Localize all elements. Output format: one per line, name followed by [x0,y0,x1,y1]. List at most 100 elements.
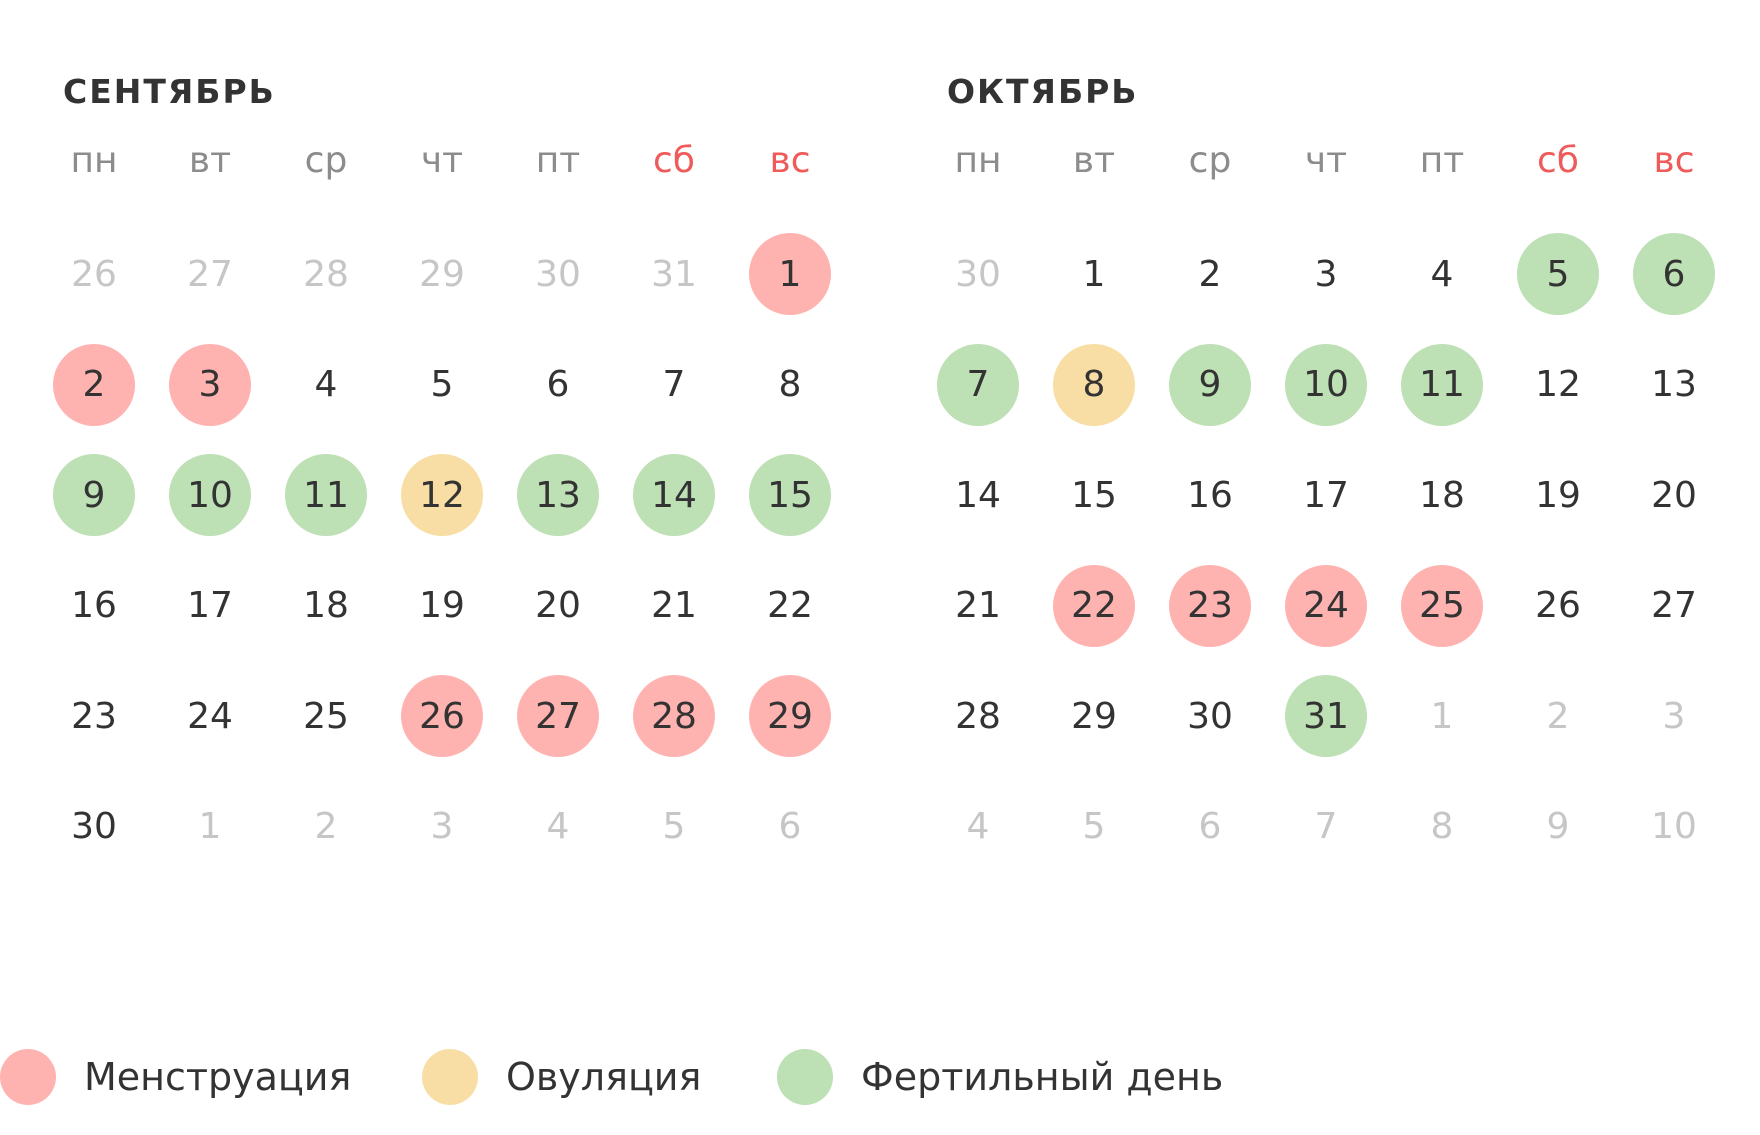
weekday-header: ср [304,140,348,181]
day-cell[interactable]: 7 [662,364,686,405]
day-cell-other-month[interactable]: 2 [1546,695,1570,737]
day-cell[interactable]: 28 [955,695,1001,737]
day-cell[interactable]: 24 [187,695,233,737]
day-cell-fertile[interactable]: 9 [53,454,135,536]
month-september: Сентябрь пн вт ср чт пт сб вс 26 27 28 29 30 31 1 2 3 4 5… [0,0,831,880]
day-cell-other-month[interactable]: 31 [651,253,697,295]
day-cell[interactable]: 4 [1430,253,1454,295]
day-cell-other-month[interactable]: 4 [966,806,990,847]
menstruation-dot-icon [0,1049,56,1105]
day-cell-fertile[interactable]: 10 [169,454,251,536]
day-cell-fertile[interactable]: 7 [937,343,1019,426]
day-cell[interactable]: 15 [1071,474,1117,516]
day-cell[interactable]: 21 [651,585,697,626]
day-cell[interactable]: 17 [187,585,233,626]
day-cell-fertile[interactable]: 5 [1517,233,1599,315]
day-cell-other-month[interactable]: 6 [1198,806,1222,847]
day-cell-menstruation[interactable]: 24 [1285,564,1367,647]
day-cell-fertile[interactable]: 31 [1285,675,1367,757]
day-cell-fertile[interactable]: 10 [1285,343,1367,426]
day-cell-other-month[interactable]: 30 [955,253,1001,295]
day-cell[interactable]: 14 [955,474,1001,516]
month-october: Октябрь пн вт ср чт пт сб вс 30 1 2 3 4 5 6 7 8 9 10 11 12 1… [884,0,1715,880]
day-cell[interactable]: 13 [1651,364,1697,405]
day-cell-other-month[interactable]: 5 [1082,806,1106,847]
day-cell-other-month[interactable]: 4 [546,806,570,847]
day-cell[interactable]: 3 [1314,253,1338,295]
day-cell-menstruation[interactable]: 28 [633,675,715,757]
day-cell[interactable]: 6 [546,364,570,405]
day-cell-other-month[interactable]: 1 [198,806,222,847]
weekday-header: пн [954,140,1002,181]
legend-menstruation: Менструация [0,1049,351,1105]
day-cell[interactable]: 29 [1071,695,1117,737]
day-cell[interactable]: 30 [71,806,117,847]
day-cell-other-month[interactable]: 10 [1651,806,1697,847]
month-title: Октябрь [947,72,1139,111]
day-cell-other-month[interactable]: 5 [662,806,686,847]
day-cell-fertile[interactable]: 15 [749,454,831,536]
day-cell[interactable]: 18 [303,585,349,626]
day-cell[interactable]: 18 [1419,474,1465,516]
day-cell-other-month[interactable]: 30 [535,253,581,295]
month-title: Сентябрь [63,72,276,111]
day-cell[interactable]: 19 [1535,474,1581,516]
day-cell-other-month[interactable]: 1 [1430,695,1454,737]
day-cell-other-month[interactable]: 3 [430,806,454,847]
day-cell-fertile[interactable]: 11 [285,454,367,536]
day-cell[interactable]: 22 [767,585,813,626]
day-cell-other-month[interactable]: 28 [303,253,349,295]
day-cell-fertile[interactable]: 14 [633,454,715,536]
day-cell-other-month[interactable]: 2 [314,806,338,847]
day-cell-other-month[interactable]: 29 [419,253,465,295]
day-cell[interactable]: 21 [955,585,1001,626]
day-cell-ovulation[interactable]: 8 [1053,343,1135,426]
day-cell-other-month[interactable]: 27 [187,253,233,295]
day-cell-menstruation[interactable]: 29 [749,675,831,757]
day-cell-other-month[interactable]: 26 [71,253,117,295]
day-cell-fertile[interactable]: 6 [1633,233,1715,315]
day-cell-other-month[interactable]: 7 [1314,806,1338,847]
day-cell-menstruation[interactable]: 26 [401,675,483,757]
day-cell-menstruation[interactable]: 2 [53,343,135,426]
day-cell-fertile[interactable]: 11 [1401,343,1483,426]
day-cell[interactable]: 20 [535,585,581,626]
day-cell[interactable]: 19 [419,585,465,626]
day-cell[interactable]: 17 [1303,474,1349,516]
day-cell[interactable]: 4 [314,364,338,405]
day-cell[interactable]: 5 [430,364,454,405]
ovulation-dot-icon [422,1049,478,1105]
day-cell[interactable]: 30 [1187,695,1233,737]
weekday-header: чт [1304,140,1348,181]
day-cell[interactable]: 27 [1651,585,1697,626]
day-cell-other-month[interactable]: 6 [778,806,802,847]
day-cell[interactable]: 16 [71,585,117,626]
day-cell-other-month[interactable]: 8 [1430,806,1454,847]
day-cell[interactable]: 16 [1187,474,1233,516]
day-cell[interactable]: 8 [778,364,802,405]
legend-label: Фертильный день [861,1055,1224,1099]
weekday-header: вс [769,140,811,181]
day-cell-fertile[interactable]: 13 [517,454,599,536]
day-cell-fertile[interactable]: 9 [1169,343,1251,426]
day-cell[interactable]: 1 [1082,253,1106,295]
day-cell-menstruation[interactable]: 23 [1169,564,1251,647]
legend-fertile: Фертильный день [777,1049,1223,1105]
weekday-header: пт [535,140,581,181]
day-cell[interactable]: 23 [71,695,117,737]
day-cell[interactable]: 12 [1535,364,1581,405]
day-cell-menstruation[interactable]: 27 [517,675,599,757]
day-cell[interactable]: 25 [303,695,349,737]
weekday-header: пн [70,140,118,181]
day-cell-menstruation[interactable]: 22 [1053,564,1135,647]
day-cell-menstruation[interactable]: 25 [1401,564,1483,647]
day-cell-menstruation[interactable]: 3 [169,343,251,426]
day-cell-other-month[interactable]: 3 [1662,695,1686,737]
day-cell-menstruation[interactable]: 1 [749,233,831,315]
day-cell[interactable]: 26 [1535,585,1581,626]
weekday-header: вт [1072,140,1116,181]
day-cell[interactable]: 2 [1198,253,1222,295]
day-cell-other-month[interactable]: 9 [1546,806,1570,847]
day-cell-ovulation[interactable]: 12 [401,454,483,536]
day-cell[interactable]: 20 [1651,474,1697,516]
